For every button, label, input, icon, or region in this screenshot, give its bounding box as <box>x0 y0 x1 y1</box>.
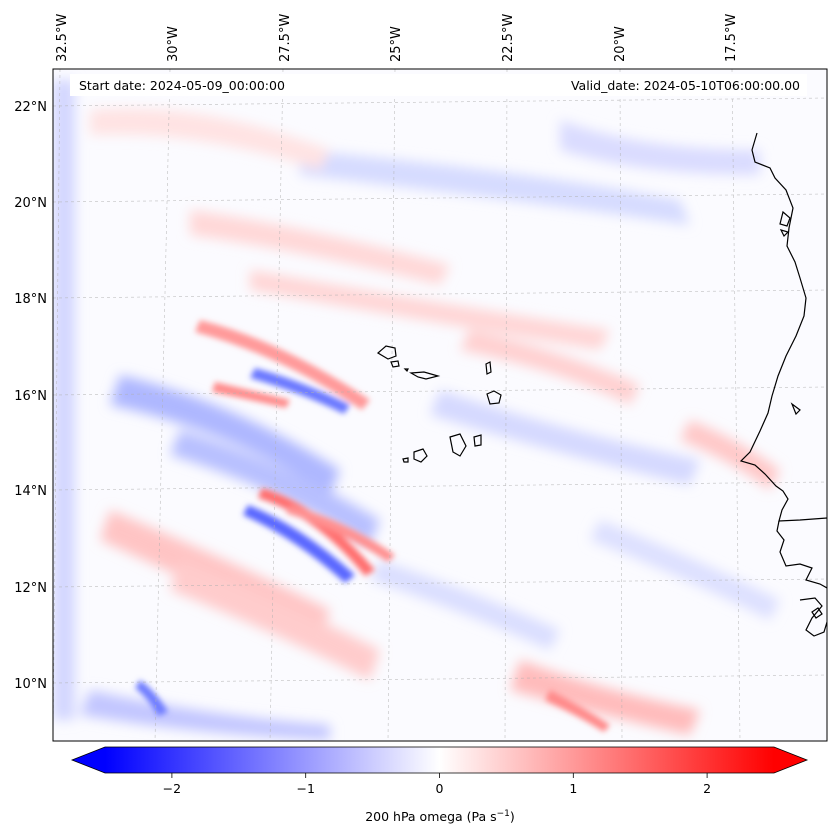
coast-inlet-2 <box>779 229 790 238</box>
island-boa-vista <box>486 390 502 405</box>
island-maio <box>473 434 482 447</box>
omega-strong-bands <box>135 320 610 732</box>
island-santo-antao <box>376 345 397 360</box>
lat-label-10n: 10°N <box>14 677 47 692</box>
colorbar-outline <box>70 746 809 774</box>
omega-field <box>53 80 780 740</box>
coast-bijagos <box>811 607 823 619</box>
lat-label-18n: 18°N <box>14 292 47 307</box>
colorbar-label-main: 200 hPa omega (Pa s <box>365 809 496 824</box>
africa-coast <box>739 132 827 522</box>
colorbar-label-exponent: −1 <box>497 809 510 819</box>
lon-labels: 32.5°W 30°W 27.5°W 25°W 22.5°W 20°W 17.5… <box>55 14 739 62</box>
valid-date-label: Valid_date: 2024-05-10T06:00:00.00 <box>571 78 800 93</box>
coast-inlet-1 <box>779 210 791 227</box>
lon-label-32-5w: 32.5°W <box>55 14 70 62</box>
island-sao-nicolau <box>409 371 441 380</box>
colorbar-tick-label: −2 <box>163 781 181 796</box>
coast-inlet-3 <box>790 402 801 416</box>
lon-label-20w: 20°W <box>613 26 628 62</box>
cape-verde-islands <box>376 345 502 463</box>
lon-label-17-5w: 17.5°W <box>724 14 739 62</box>
colorbar-tick-label: 0 <box>436 781 444 796</box>
island-fogo <box>413 448 428 463</box>
coast-south <box>776 520 827 589</box>
gridlines <box>53 69 827 741</box>
map-frame <box>52 68 828 742</box>
colorbar-max-extend <box>774 747 807 773</box>
colorbar-min-extend <box>72 747 105 773</box>
lon-label-25w: 25°W <box>389 26 404 62</box>
island-brava <box>402 457 409 463</box>
colorbar-tick-label: 2 <box>703 781 711 796</box>
lat-label-22n: 22°N <box>14 100 47 115</box>
colorbar-label-close: ) <box>510 809 515 824</box>
coastline <box>739 132 827 637</box>
colorbar-body <box>105 747 774 773</box>
lon-label-30w: 30°W <box>166 26 181 62</box>
island-sao-vicente <box>390 360 400 368</box>
lat-label-14n: 14°N <box>14 484 47 499</box>
island-santa-luzia <box>403 368 409 373</box>
island-santiago <box>449 433 467 457</box>
lon-label-22-5w: 22.5°W <box>501 14 516 62</box>
lat-labels: 22°N 20°N 18°N 16°N 14°N 12°N 10°N <box>14 100 47 692</box>
coast-guinea <box>799 597 827 637</box>
map-panel[interactable]: Start date: 2024-05-09_00:00:00 Valid_da… <box>53 69 827 741</box>
info-box <box>70 74 807 96</box>
lat-label-16n: 16°N <box>14 389 47 404</box>
island-sal <box>485 361 492 375</box>
colorbar-tick-label: 1 <box>569 781 577 796</box>
lon-label-27-5w: 27.5°W <box>278 14 293 62</box>
colorbar-tick-label: −1 <box>296 781 314 796</box>
lat-label-12n: 12°N <box>14 581 47 596</box>
lat-label-20n: 20°N <box>14 196 47 211</box>
colorbar-ticks: −2 −1 0 1 2 <box>163 773 711 796</box>
start-date-label: Start date: 2024-05-09_00:00:00 <box>79 78 285 93</box>
colorbar-label: 200 hPa omega (Pa s−1) <box>365 809 515 824</box>
colorbar: −2 −1 0 1 2 200 hPa omega (Pa s−1) <box>70 746 809 824</box>
